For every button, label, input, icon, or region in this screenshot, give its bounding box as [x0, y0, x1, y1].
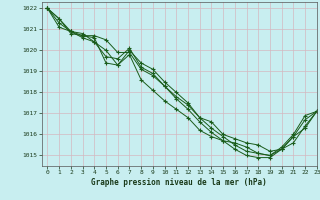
X-axis label: Graphe pression niveau de la mer (hPa): Graphe pression niveau de la mer (hPa)	[91, 178, 267, 187]
